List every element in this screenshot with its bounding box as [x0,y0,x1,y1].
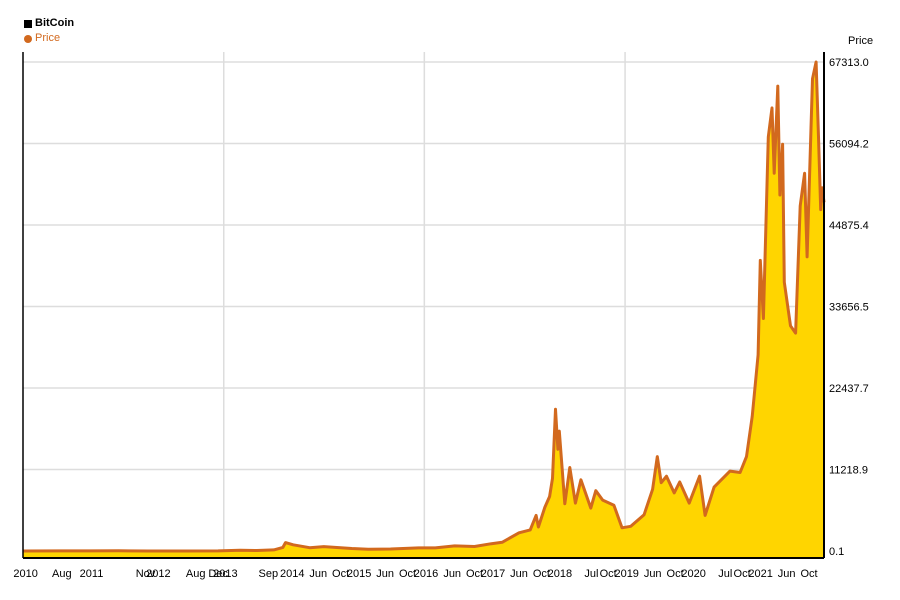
y-tick-label: 56094.2 [829,138,869,150]
y-tick-label: 22437.7 [829,383,869,395]
x-tick-label: Jun [443,568,461,580]
x-tick-label: Jun [644,568,662,580]
x-tick-label: Oct [667,568,684,580]
legend: BitCoin Price [24,16,74,46]
chart-title: BitCoin [35,17,75,29]
y-tick-label: 0.1 [829,546,844,558]
y-tick-label: 11218.9 [829,465,868,477]
x-tick-label: Oct [399,568,416,580]
x-tick-label: Jun [376,568,394,580]
x-tick-label: Jul [584,568,598,580]
x-tick-label: Aug [52,568,72,580]
x-tick-label: 2015 [347,568,371,580]
x-tick-label: Jun [309,568,327,580]
price-area [23,62,824,558]
legend-series-row[interactable]: Price [24,31,74,46]
x-tick-label: 2020 [681,568,705,580]
y-tick-label: 44875.4 [829,220,869,232]
x-tick-label: Oct [332,568,349,580]
x-tick-label: 2016 [414,568,438,580]
x-tick-label: 2012 [146,568,170,580]
x-tick-label: 2013 [213,568,237,580]
y-tick-label: 33656.5 [829,302,869,314]
x-tick-label: 2019 [614,568,638,580]
x-tick-label: 2018 [548,568,572,580]
grid-lines [23,52,824,558]
x-tick-label: Sep [259,568,279,580]
x-tick-label: Oct [533,568,550,580]
x-tick-label: 2017 [481,568,505,580]
x-tick-label: Jul [718,568,732,580]
legend-dot-icon [24,34,32,43]
x-tick-label: Jun [778,568,796,580]
legend-series-label: Price [35,32,61,44]
x-tick-label: Jun [510,568,528,580]
price-line [22,60,826,553]
x-tick-label: Dec [208,568,228,580]
x-tick-label: 2021 [748,568,772,580]
x-tick-label: Oct [466,568,483,580]
y-tick-labels: 0.1 11218.9 22437.7 33656.5 44875.4 56094.2 67… [829,57,869,558]
x-tick-label: 2010 [13,568,37,580]
x-tick-label: Nov [136,568,156,580]
x-tick-label: Oct [800,568,817,580]
x-tick-label: 2011 [80,568,104,580]
x-tick-label: 2014 [280,568,304,580]
x-tick-label: Oct [600,568,617,580]
legend-square-icon [24,19,32,28]
x-tick-label: Aug [186,568,206,580]
y-axis-title: Price [848,35,873,47]
x-tick-label: Oct [734,568,751,580]
y-tick-label: 67313.0 [829,57,869,69]
legend-title-row: BitCoin [24,16,74,31]
